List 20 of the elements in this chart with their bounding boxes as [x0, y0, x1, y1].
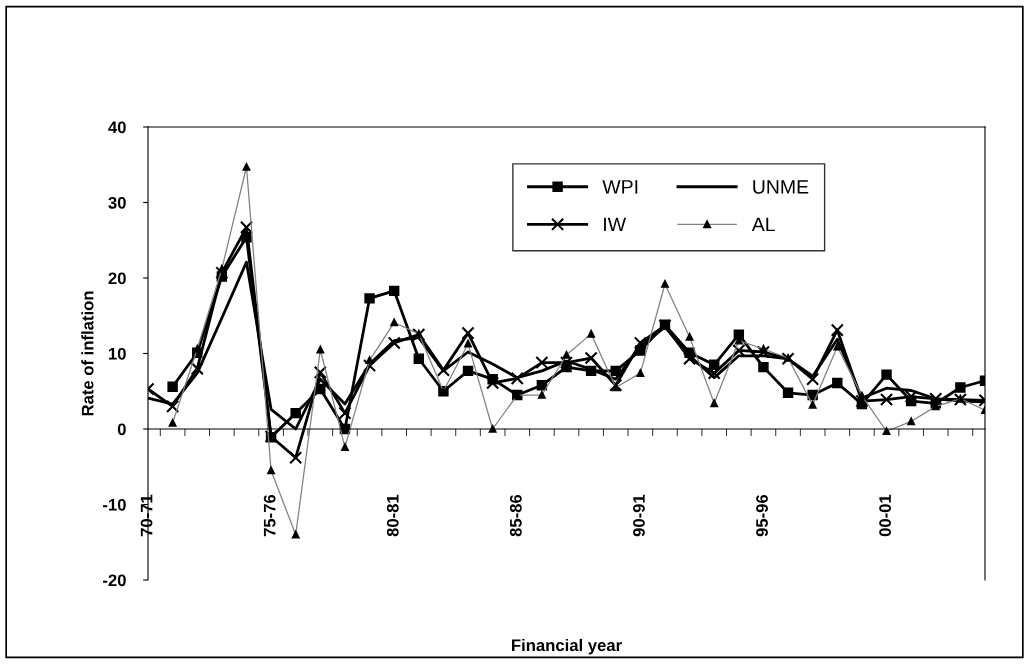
x-tick-label: 80-81: [386, 494, 399, 537]
y-tick-label: 40: [108, 121, 126, 134]
x-tick-label: 85-86: [509, 494, 522, 537]
y-tick-label: 0: [117, 423, 126, 436]
legend-label: AL: [751, 217, 775, 232]
x-tick-label: 75-76: [263, 494, 276, 537]
y-tick-label: -20: [103, 574, 126, 587]
x-tick-label: 95-96: [756, 494, 768, 537]
legend-label: WPI: [602, 180, 638, 194]
y-tick-label: 10: [108, 347, 126, 360]
y-tick-label: 20: [108, 272, 126, 285]
y-tick-label: -10: [103, 498, 126, 511]
y-axis-title: Rate of inflation: [81, 291, 94, 416]
y-tick-label: 30: [108, 196, 126, 209]
x-axis-title: Financial year: [512, 638, 622, 655]
legend-label: IW: [604, 217, 626, 232]
x-tick-label: 70-71: [140, 494, 153, 537]
legend-label: UNME: [753, 180, 809, 194]
x-tick-label: 00-01: [879, 494, 891, 537]
x-tick-label: 90-91: [633, 494, 645, 537]
